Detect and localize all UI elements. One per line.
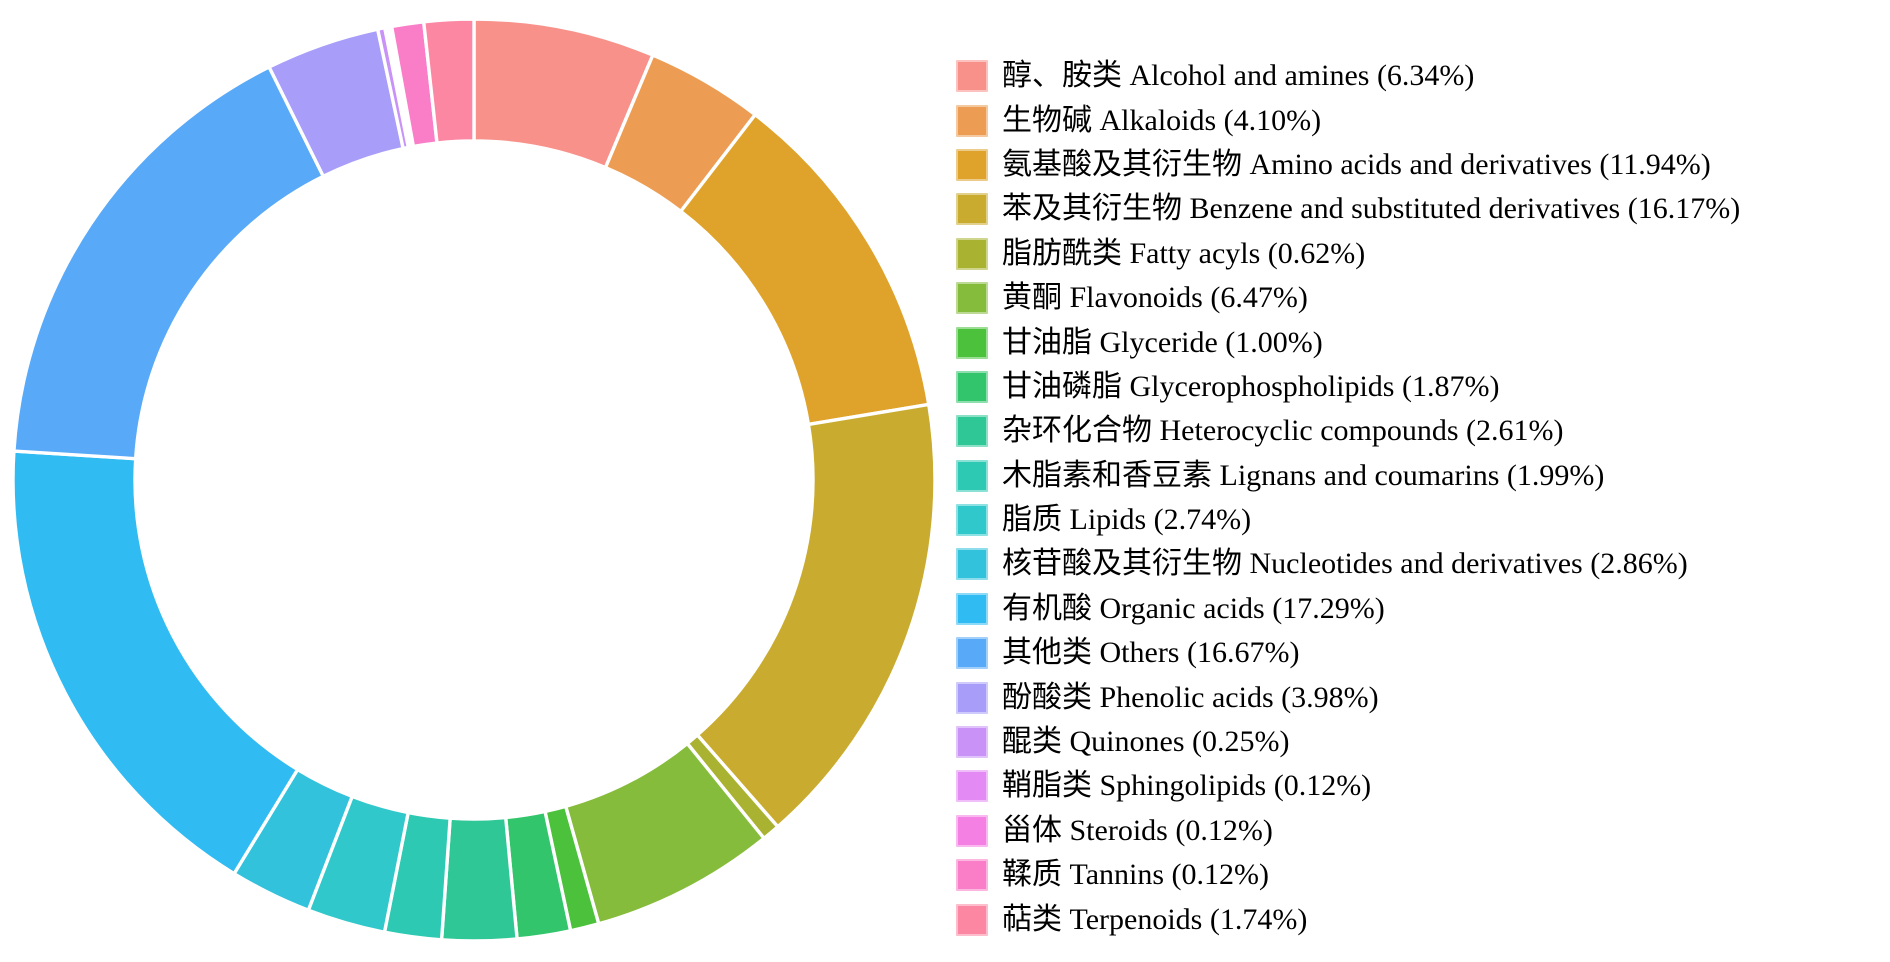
legend-swatch-alcohol-and-amines — [956, 60, 988, 93]
legend-swatch-organic-acids — [956, 592, 988, 625]
legend: 醇、胺类 Alcohol and amines (6.34%) 生物碱 Alkal… — [956, 54, 1740, 942]
legend-item-fatty-acyls: 脂肪酰类 Fatty acyls (0.62%) — [956, 232, 1740, 276]
legend-swatch-nucleotides-and-derivatives — [956, 548, 988, 581]
legend-item-benzene-and-substituted-derivatives: 苯及其衍生物 Benzene and substituted derivativ… — [956, 187, 1740, 231]
legend-swatch-tannins — [956, 859, 988, 892]
legend-label-steroids: 甾体 Steroids (0.12%) — [1002, 813, 1273, 847]
legend-label-others: 其他类 Others (16.67%) — [1002, 636, 1300, 670]
legend-label-sphingolipids: 鞘脂类 Sphingolipids (0.12%) — [1002, 769, 1372, 803]
legend-label-glyceride: 甘油脂 Glyceride (1.00%) — [1002, 325, 1323, 359]
legend-item-flavonoids: 黄酮 Flavonoids (6.47%) — [956, 276, 1740, 320]
legend-item-phenolic-acids: 酚酸类 Phenolic acids (3.98%) — [956, 675, 1740, 719]
legend-label-benzene-and-substituted-derivatives: 苯及其衍生物 Benzene and substituted derivativ… — [1002, 192, 1741, 226]
legend-label-terpenoids: 萜类 Terpenoids (1.74%) — [1002, 902, 1308, 936]
legend-label-lipids: 脂质 Lipids (2.74%) — [1002, 503, 1252, 537]
legend-swatch-benzene-and-substituted-derivatives — [956, 193, 988, 226]
legend-swatch-terpenoids — [956, 903, 988, 936]
legend-item-nucleotides-and-derivatives: 核苷酸及其衍生物 Nucleotides and derivatives (2.… — [956, 542, 1740, 586]
legend-item-tannins: 鞣质 Tannins (0.12%) — [956, 853, 1740, 897]
legend-item-quinones: 醌类 Quinones (0.25%) — [956, 720, 1740, 764]
legend-swatch-alkaloids — [956, 104, 988, 137]
legend-item-lipids: 脂质 Lipids (2.74%) — [956, 498, 1740, 542]
legend-label-nucleotides-and-derivatives: 核苷酸及其衍生物 Nucleotides and derivatives (2.… — [1002, 547, 1688, 581]
pie-slice-heterocyclic-compounds — [439, 815, 519, 943]
legend-label-alkaloids: 生物碱 Alkaloids (4.10%) — [1002, 103, 1322, 137]
legend-swatch-heterocyclic-compounds — [956, 415, 988, 448]
legend-swatch-quinones — [956, 726, 988, 759]
legend-swatch-fatty-acyls — [956, 237, 988, 270]
legend-swatch-steroids — [956, 814, 988, 847]
legend-item-glyceride: 甘油脂 Glyceride (1.00%) — [956, 320, 1740, 364]
legend-item-lignans-and-coumarins: 木脂素和香豆素 Lignans and coumarins (1.99%) — [956, 454, 1740, 498]
legend-swatch-glyceride — [956, 326, 988, 359]
legend-item-heterocyclic-compounds: 杂环化合物 Heterocyclic compounds (2.61%) — [956, 409, 1740, 453]
pie-slice-organic-acids — [11, 449, 300, 876]
legend-swatch-lignans-and-coumarins — [956, 459, 988, 492]
legend-item-others: 其他类 Others (16.67%) — [956, 631, 1740, 675]
legend-swatch-amino-acids-and-derivatives — [956, 148, 988, 181]
legend-label-alcohol-and-amines: 醇、胺类 Alcohol and amines (6.34%) — [1002, 59, 1475, 93]
legend-label-amino-acids-and-derivatives: 氨基酸及其衍生物 Amino acids and derivatives (11… — [1002, 147, 1711, 181]
legend-item-glycerophospholipids: 甘油磷脂 Glycerophospholipids (1.87%) — [956, 365, 1740, 409]
pie-slice-terpenoids — [422, 17, 476, 145]
legend-label-phenolic-acids: 酚酸类 Phenolic acids (3.98%) — [1002, 680, 1379, 714]
legend-label-glycerophospholipids: 甘油磷脂 Glycerophospholipids (1.87%) — [1002, 369, 1500, 403]
legend-label-tannins: 鞣质 Tannins (0.12%) — [1002, 858, 1270, 892]
legend-item-organic-acids: 有机酸 Organic acids (17.29%) — [956, 587, 1740, 631]
donut-chart-area — [11, 17, 937, 943]
legend-swatch-phenolic-acids — [956, 681, 988, 714]
legend-label-flavonoids: 黄酮 Flavonoids (6.47%) — [1002, 281, 1308, 315]
legend-item-sphingolipids: 鞘脂类 Sphingolipids (0.12%) — [956, 764, 1740, 808]
donut-chart — [11, 17, 937, 943]
pie-slice-benzene-and-substituted-derivatives — [695, 402, 937, 829]
legend-item-steroids: 甾体 Steroids (0.12%) — [956, 809, 1740, 853]
legend-item-terpenoids: 萜类 Terpenoids (1.74%) — [956, 897, 1740, 941]
legend-item-alcohol-and-amines: 醇、胺类 Alcohol and amines (6.34%) — [956, 54, 1740, 98]
legend-label-lignans-and-coumarins: 木脂素和香豆素 Lignans and coumarins (1.99%) — [1002, 458, 1605, 492]
legend-item-alkaloids: 生物碱 Alkaloids (4.10%) — [956, 98, 1740, 142]
legend-swatch-flavonoids — [956, 282, 988, 315]
legend-swatch-lipids — [956, 504, 988, 537]
legend-swatch-glycerophospholipids — [956, 370, 988, 403]
legend-item-amino-acids-and-derivatives: 氨基酸及其衍生物 Amino acids and derivatives (11… — [956, 143, 1740, 187]
legend-label-quinones: 醌类 Quinones (0.25%) — [1002, 725, 1290, 759]
legend-swatch-others — [956, 637, 988, 670]
pie-slice-amino-acids-and-derivatives — [679, 112, 931, 427]
legend-swatch-sphingolipids — [956, 770, 988, 803]
pie-slice-others — [12, 65, 326, 461]
legend-label-organic-acids: 有机酸 Organic acids (17.29%) — [1002, 591, 1385, 625]
legend-label-heterocyclic-compounds: 杂环化合物 Heterocyclic compounds (2.61%) — [1002, 414, 1564, 448]
legend-label-fatty-acyls: 脂肪酰类 Fatty acyls (0.62%) — [1002, 236, 1366, 270]
